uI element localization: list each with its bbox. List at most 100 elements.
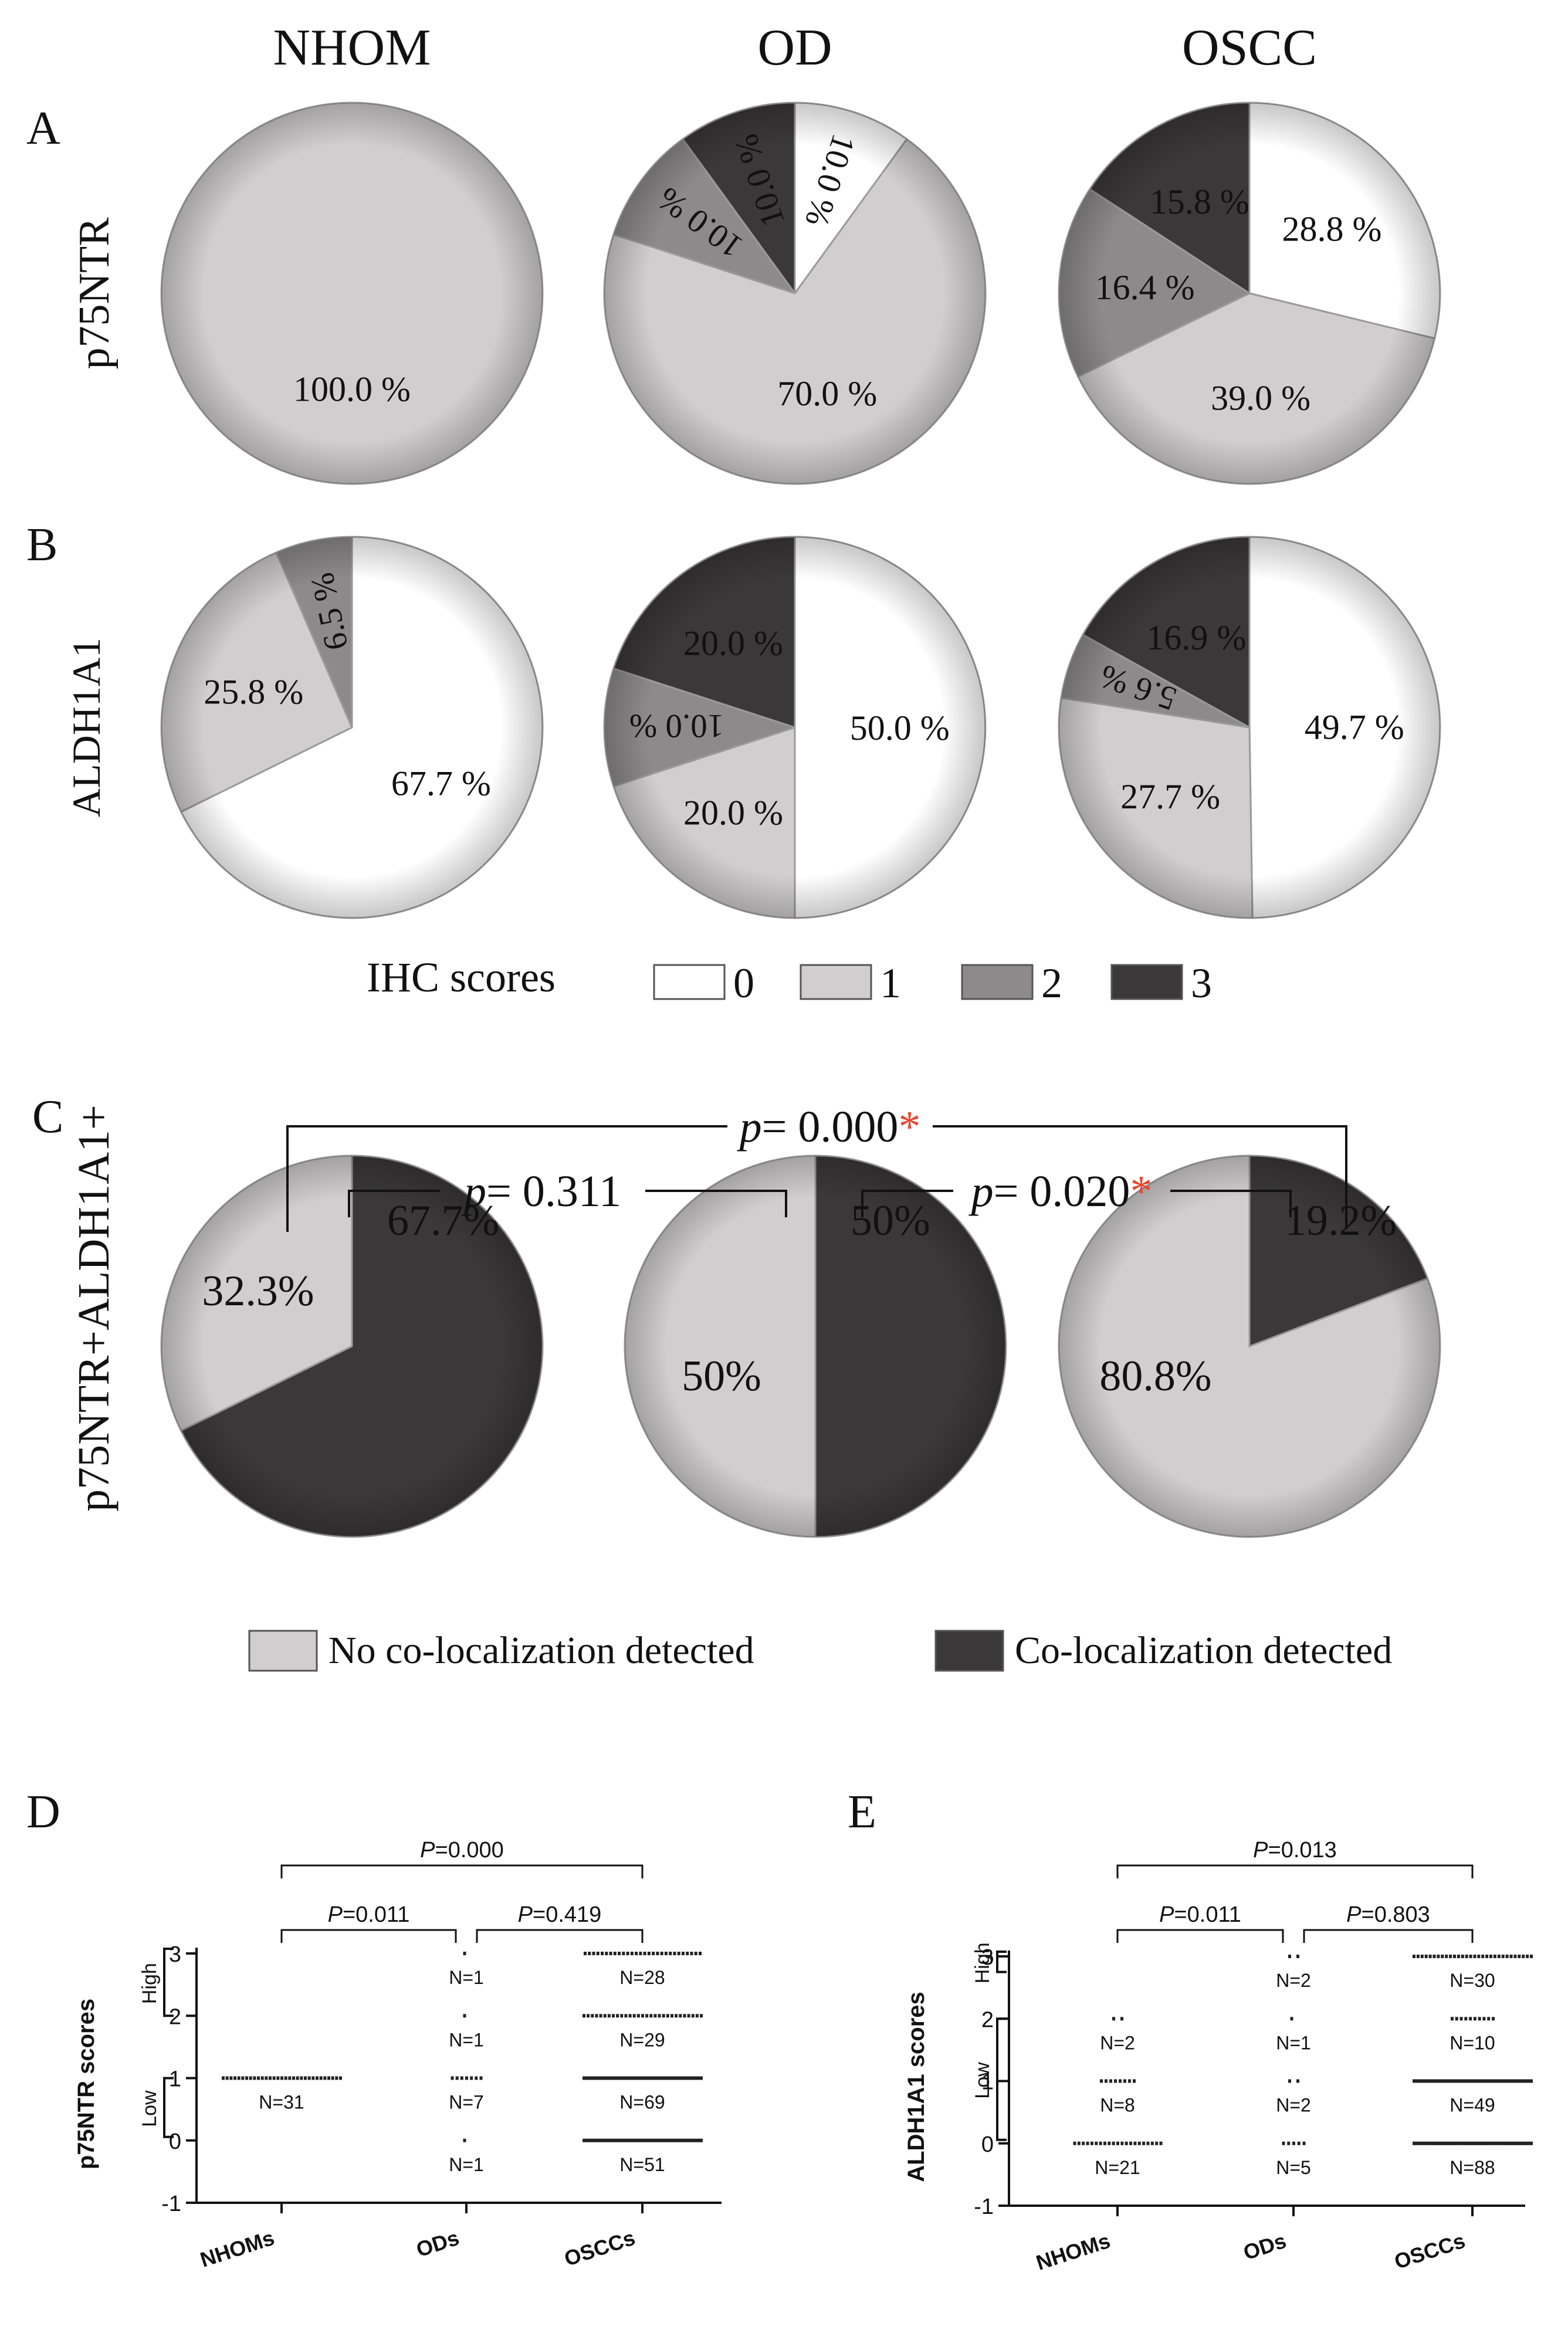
data-point (615, 2138, 618, 2142)
pie-shading (161, 1156, 543, 1537)
legend-swatch-score-2 (961, 964, 1034, 1000)
data-point (1472, 2079, 1476, 2083)
data-point (1423, 2079, 1426, 2083)
data-point (612, 2076, 616, 2080)
slice-label-colocalization: 50% (851, 1197, 930, 1245)
data-point (249, 2076, 252, 2080)
data-point (622, 1952, 625, 1955)
data-point (669, 2076, 673, 2080)
data-point (1495, 2141, 1498, 2145)
data-point (1487, 2141, 1491, 2145)
data-point (666, 2014, 669, 2018)
data-point (657, 2138, 661, 2142)
data-point (1447, 2079, 1451, 2083)
data-point (1142, 2141, 1146, 2145)
data-point (689, 2076, 693, 2080)
y-tick-label: 1 (981, 2070, 994, 2095)
y-axis-label: p75NTR scores (73, 1999, 99, 2169)
data-point (276, 2076, 280, 2080)
data-point (641, 2014, 644, 2018)
n-label: N=1 (449, 2154, 484, 2175)
data-point (625, 2138, 628, 2142)
data-point (669, 2138, 673, 2142)
data-point (1522, 2141, 1526, 2145)
data-point (694, 1952, 697, 1955)
data-point (260, 2076, 264, 2080)
comparison-bracket-1: P=0.011 (1116, 1902, 1284, 1943)
data-point (1432, 2141, 1436, 2145)
score-group-ods-1: N=2 (1276, 2079, 1311, 2116)
data-point (619, 2076, 623, 2080)
p-value: =0.419 (533, 1902, 601, 1927)
data-point (1150, 2141, 1154, 2145)
data-point (288, 2076, 292, 2080)
p-value: = 0.311 (486, 1167, 621, 1216)
data-point (600, 2138, 603, 2142)
pie-c-od: 50% 50% (624, 1154, 1007, 1538)
data-point (601, 1952, 604, 1955)
panel-d-scatter: 3 2 1 0 -1 p75NTR scores High Low NHOMs ODs OSCCs N… (73, 1838, 722, 2272)
data-point (1416, 1955, 1420, 1958)
data-point (675, 2138, 678, 2142)
data-point (629, 2138, 633, 2142)
data-point (280, 2076, 283, 2080)
data-point (1502, 2079, 1506, 2083)
n-label: N=7 (449, 2092, 484, 2113)
data-point (1518, 1955, 1521, 1958)
data-point (635, 1952, 638, 1955)
bracket-line (280, 1864, 644, 1878)
data-point (1435, 2141, 1438, 2145)
data-point (1507, 2079, 1511, 2083)
data-point (630, 1952, 634, 1955)
data-point (592, 2138, 596, 2142)
data-point (1114, 2079, 1117, 2083)
data-point (292, 2076, 295, 2080)
data-point (673, 1952, 676, 1955)
data-point (1478, 2017, 1481, 2021)
p-value-label: p= 0.000* (737, 1102, 921, 1152)
data-point (1457, 2141, 1461, 2145)
legend-label-score-2: 2 (1041, 960, 1062, 1007)
data-point (451, 2076, 454, 2080)
p-value: =0.011 (343, 1902, 409, 1927)
data-point (1530, 1955, 1533, 1958)
data-point (637, 2076, 641, 2080)
data-point (699, 1952, 702, 1955)
p-value-label: p= 0.311 (461, 1167, 621, 1216)
score-group-nhoms-1: N=31 (222, 2076, 342, 2113)
data-point (605, 1952, 608, 1955)
pie-b-oscc: 49.7 %27.7 %5.6 %16.9 % (1058, 536, 1441, 919)
data-point (635, 2076, 638, 2080)
data-point (1425, 2079, 1428, 2083)
data-point (607, 2076, 611, 2080)
data-point (670, 2014, 673, 2018)
y-tick-label: 0 (981, 2132, 994, 2157)
p-prefix: P (1346, 1902, 1362, 1927)
data-point (1525, 2141, 1528, 2145)
significance-asterisk: * (898, 1102, 920, 1152)
column-header-od: OD (757, 19, 832, 76)
panel-c-comparisons: p= 0.000* p= 0.311 p= 0.020* (286, 1102, 1347, 1232)
data-point (265, 2076, 268, 2080)
data-point (1465, 1955, 1468, 1958)
p-value: =0.803 (1362, 1902, 1430, 1927)
data-point (642, 2076, 646, 2080)
data-point (1530, 2079, 1533, 2083)
data-point (697, 2076, 700, 2080)
data-point (1417, 2079, 1421, 2083)
data-point (649, 2014, 653, 2018)
data-point (1455, 2017, 1458, 2021)
n-label: N=31 (259, 2092, 304, 2113)
data-point (335, 2076, 338, 2080)
data-point (681, 1952, 685, 1955)
x-tick-label-ods: ODs (413, 2226, 462, 2262)
data-point (595, 2014, 598, 2018)
pie-shading (1059, 1156, 1440, 1537)
comparison-bracket-2: p= 0.020* (861, 1167, 1292, 1217)
y-tick-label: 2 (981, 2007, 994, 2032)
data-point (1465, 2079, 1468, 2083)
data-point (1469, 2141, 1473, 2145)
data-point (622, 2076, 626, 2080)
data-point (677, 1952, 680, 1955)
data-point (1522, 2079, 1526, 2083)
